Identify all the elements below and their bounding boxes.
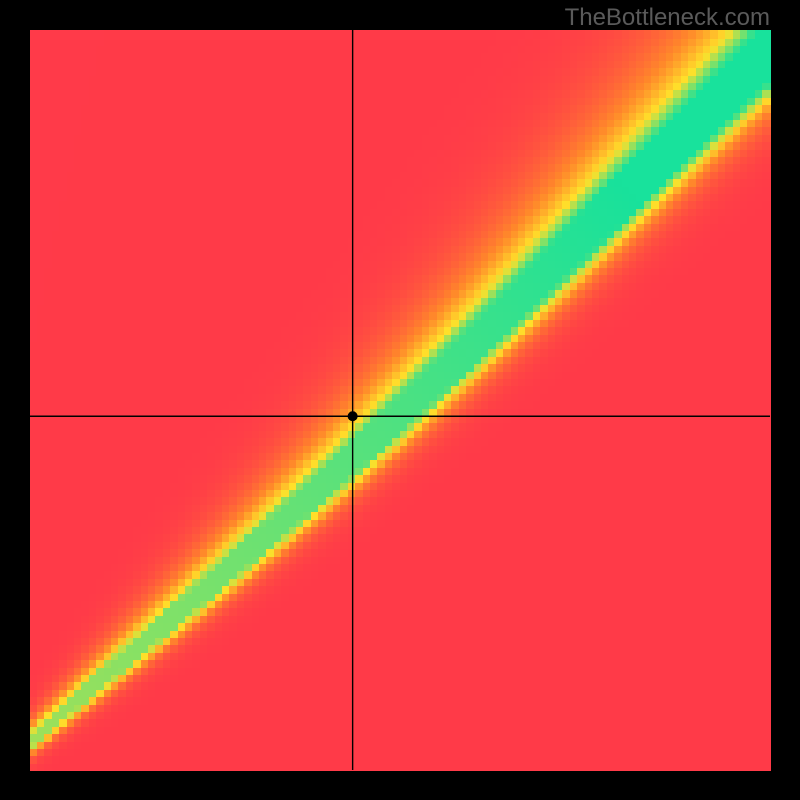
chart-container: { "canvas": { "width_px": 800, "height_p… [0,0,800,800]
crosshair-overlay [0,0,800,800]
